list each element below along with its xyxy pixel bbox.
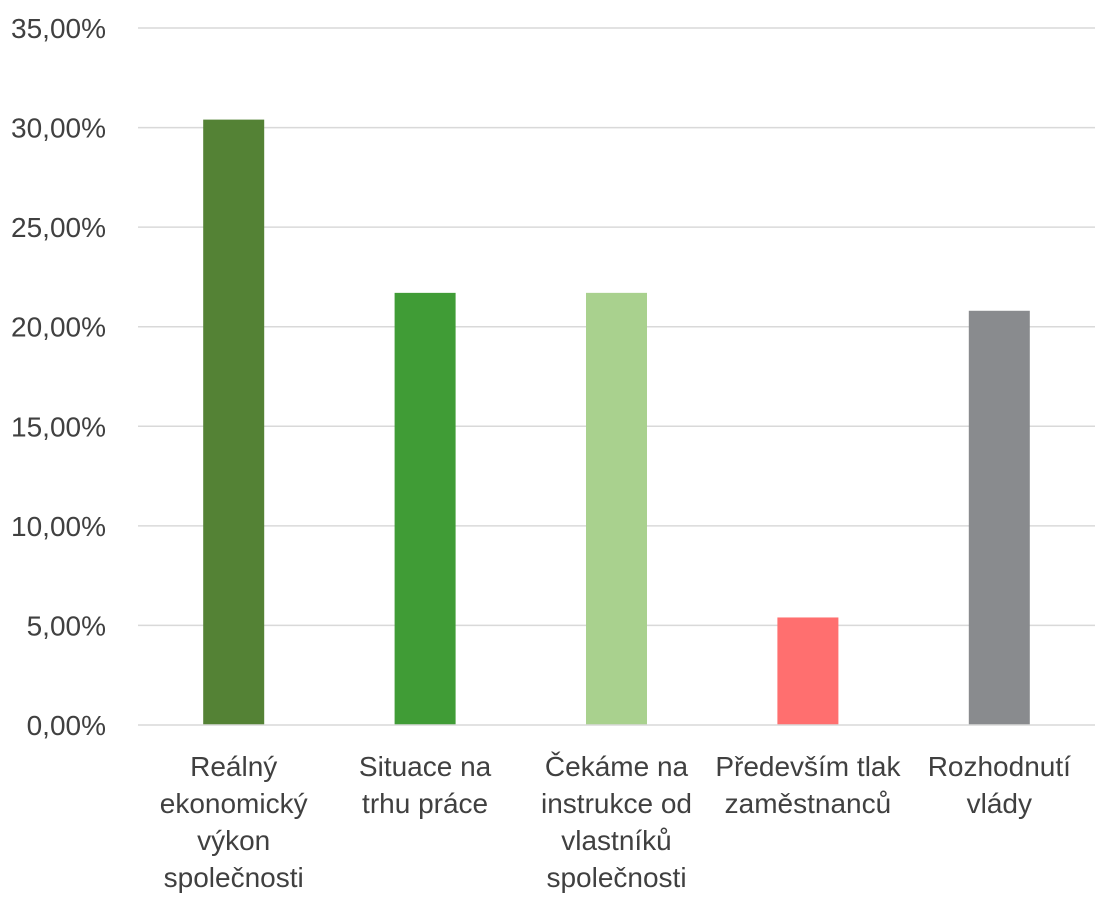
bar: [394, 292, 456, 725]
y-tick-label: 20,00%: [11, 312, 106, 343]
bar: [586, 292, 647, 725]
x-category-label: Rozhodnutí vlády: [928, 751, 1071, 819]
y-tick-label: 30,00%: [11, 113, 106, 144]
bar: [968, 310, 1030, 725]
y-tick-label: 25,00%: [11, 212, 106, 243]
y-tick-label: 35,00%: [11, 13, 106, 44]
y-tick-label: 5,00%: [27, 610, 106, 641]
y-tick-label: 10,00%: [11, 511, 106, 542]
x-category-label: Situace na trhu práce: [359, 751, 492, 819]
bar: [777, 617, 839, 725]
x-axis-category-labels: Reálný ekonomický výkon společnosti Situace …: [160, 751, 1071, 893]
y-tick-label: 15,00%: [11, 411, 106, 442]
bars: [203, 119, 1030, 725]
y-axis-tick-labels: 0,00% 5,00% 10,00% 15,00% 20,00% 25,00% 30,00%…: [11, 13, 106, 741]
y-tick-label: 0,00%: [27, 710, 106, 741]
x-category-label: Čekáme na instrukce od vlastníků společnost…: [541, 751, 692, 893]
x-category-label: Především tlak zaměstnanců: [715, 751, 901, 819]
x-category-label: Reálný ekonomický výkon společnosti: [160, 751, 308, 893]
bar: [203, 119, 265, 725]
